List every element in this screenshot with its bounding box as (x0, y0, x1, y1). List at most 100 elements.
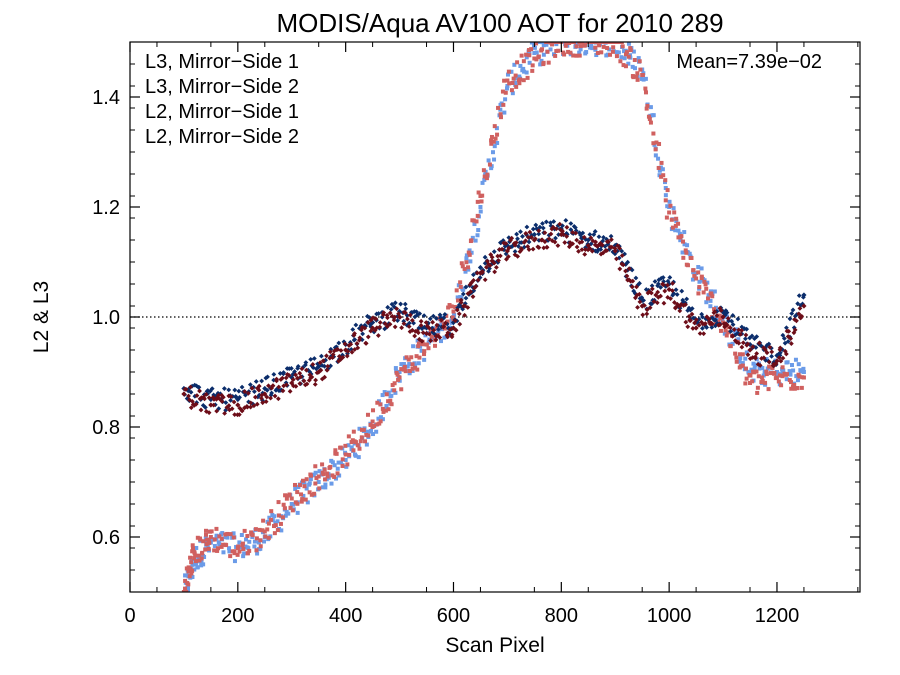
scatter-mark (541, 43, 546, 48)
scatter-mark (453, 327, 459, 333)
mean-annotation: Mean=7.39e−02 (676, 51, 822, 73)
scatter-mark (738, 356, 743, 361)
scatter-mark (498, 107, 503, 112)
scatter-mark (471, 218, 476, 223)
scatter-mark (665, 204, 670, 209)
scatter-mark (689, 255, 694, 260)
scatter-mark (705, 296, 710, 301)
scatter-mark (630, 64, 635, 69)
scatter-mark (542, 230, 548, 236)
scatter-mark (534, 57, 539, 62)
scatter-mark (410, 362, 415, 367)
scatter-mark (541, 60, 546, 65)
scatter-mark (345, 348, 351, 354)
scatter-mark (311, 356, 317, 361)
scatter-mark (778, 358, 784, 364)
scatter-mark (463, 269, 468, 274)
scatter-mark (745, 352, 751, 358)
scatter-mark (334, 451, 339, 456)
scatter-mark (632, 58, 637, 63)
scatter-mark (399, 387, 404, 392)
scatter-mark (407, 371, 412, 376)
scatter-mark (548, 231, 554, 237)
scatter-mark (460, 291, 466, 297)
scatter-mark (290, 508, 295, 513)
scatter-mark (787, 316, 793, 322)
scatter-mark (530, 226, 536, 232)
scatter-mark (521, 78, 526, 83)
scatter-mark (685, 243, 690, 248)
scatter-mark (795, 301, 801, 307)
scatter-mark (494, 265, 499, 270)
scatter-mark (307, 369, 313, 375)
scatter-mark (246, 399, 251, 405)
scatter-mark (433, 343, 438, 348)
scatter-mark (703, 282, 708, 287)
scatter-mark (449, 332, 455, 338)
scatter-mark (281, 502, 286, 507)
scatter-mark (708, 304, 713, 309)
scatter-mark (574, 237, 580, 243)
scatter-mark (214, 526, 219, 531)
scatter-mark (317, 469, 322, 474)
scatter-mark (697, 331, 703, 336)
scatter-mark (580, 42, 585, 44)
scatter-mark (735, 316, 741, 322)
scatter-mark (573, 230, 579, 236)
scatter-mark (580, 230, 586, 236)
scatter-mark (644, 106, 649, 111)
scatter-mark (545, 49, 550, 54)
scatter-mark (411, 320, 416, 326)
scatter-mark (640, 312, 646, 318)
scatter-mark (452, 312, 457, 317)
scatter-mark (395, 372, 400, 377)
scatter-mark (536, 237, 542, 243)
scatter-mark (530, 246, 536, 252)
data-point (801, 370, 806, 374)
scatter-mark (795, 386, 800, 391)
scatter-mark (273, 520, 278, 525)
scatter-mark (380, 406, 385, 411)
scatter-mark (626, 266, 632, 272)
scatter-mark (520, 234, 525, 239)
scatter-mark (574, 53, 579, 58)
scatter-mark (405, 364, 410, 369)
scatter-mark (608, 52, 613, 57)
scatter-mark (579, 239, 585, 245)
scatter-mark (605, 52, 610, 57)
scatter-mark (492, 144, 497, 149)
scatter-mark (434, 322, 440, 328)
y-tick-label: 1.0 (92, 307, 120, 329)
scatter-mark (232, 551, 237, 556)
scatter-mark (554, 226, 559, 232)
scatter-mark (683, 248, 688, 253)
scatter-mark (297, 483, 302, 488)
scatter-mark (392, 300, 398, 306)
scatter-mark (668, 296, 673, 302)
scatter-mark (338, 460, 343, 465)
scatter-mark (541, 245, 547, 251)
scatter-mark (554, 42, 559, 44)
scatter-mark (368, 328, 374, 334)
scatter-mark (647, 116, 652, 121)
scatter-mark (278, 521, 283, 526)
scatter-mark (700, 314, 705, 320)
scatter-mark (368, 422, 373, 427)
scatter-mark (467, 252, 472, 257)
scatter-mark (753, 362, 758, 367)
scatter-mark (523, 238, 528, 244)
scatter-mark (314, 370, 320, 376)
scatter-mark (776, 379, 781, 384)
scatter-mark (317, 486, 322, 491)
scatter-mark (659, 174, 664, 179)
scatter-mark (464, 256, 469, 261)
scatter-mark (325, 363, 331, 369)
scatter-mark (212, 544, 217, 549)
scatter-mark (544, 42, 549, 47)
scatter-mark (657, 141, 662, 146)
scatter-mark (302, 481, 307, 486)
scatter-mark (641, 77, 646, 82)
scatter-mark (246, 546, 251, 551)
scatter-mark (656, 156, 661, 161)
scatter-mark (407, 362, 412, 367)
